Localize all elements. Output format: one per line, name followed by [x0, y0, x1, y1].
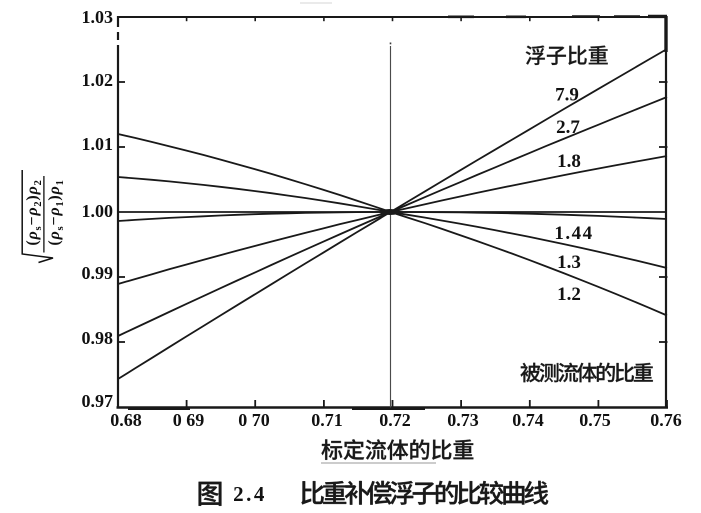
svg-text:1.01: 1.01 — [82, 134, 114, 154]
svg-text:0 69: 0 69 — [173, 410, 205, 430]
svg-text:0.73: 0.73 — [447, 410, 479, 430]
svg-text:1.03: 1.03 — [82, 7, 114, 27]
svg-text:1.2: 1.2 — [557, 284, 581, 305]
svg-text:0.98: 0.98 — [82, 328, 114, 348]
svg-text:0.71: 0.71 — [311, 410, 343, 430]
svg-text:0.97: 0.97 — [82, 391, 114, 411]
svg-text:(ρs−ρ1)ρ1: (ρs−ρ1)ρ1 — [46, 179, 66, 245]
svg-text:1.02: 1.02 — [82, 70, 114, 90]
svg-text:1.44: 1.44 — [554, 223, 593, 244]
svg-text:(ρs−ρ2)ρ2: (ρs−ρ2)ρ2 — [24, 179, 44, 245]
svg-text:0.74: 0.74 — [512, 410, 544, 430]
svg-text:0.72: 0.72 — [379, 410, 411, 430]
svg-text:0.75: 0.75 — [579, 410, 611, 430]
svg-text:2.4: 2.4 — [233, 482, 267, 506]
svg-text:0.68: 0.68 — [110, 410, 142, 430]
svg-text:0.76: 0.76 — [650, 410, 682, 430]
svg-text:1.00: 1.00 — [82, 201, 114, 221]
svg-text:2.7: 2.7 — [556, 117, 580, 138]
svg-text:0.99: 0.99 — [82, 263, 114, 283]
svg-text:1.8: 1.8 — [557, 151, 581, 172]
svg-text:0 70: 0 70 — [238, 410, 270, 430]
svg-text:7.9: 7.9 — [555, 85, 579, 106]
svg-text:1.3: 1.3 — [557, 252, 581, 273]
